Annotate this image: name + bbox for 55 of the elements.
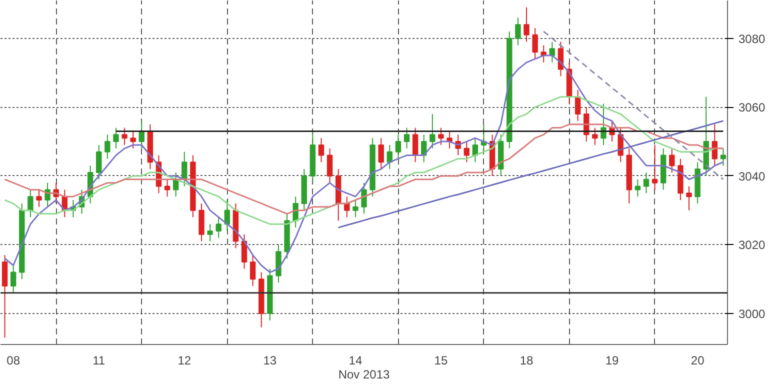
line-series [542, 30, 724, 180]
candlestick [241, 234, 248, 270]
candlestick [464, 141, 470, 163]
x-tick-label: 13 [263, 354, 277, 368]
x-tick-label: 19 [605, 354, 620, 368]
candlestick [395, 134, 402, 160]
candlestick [326, 148, 333, 184]
candlestick [361, 182, 367, 214]
x-tick-label: 20 [690, 354, 705, 368]
candlestick [549, 41, 556, 63]
candlestick [378, 138, 384, 170]
candlestick [532, 28, 538, 60]
candlestick [515, 17, 521, 46]
line-series [338, 120, 724, 228]
candlestick [430, 114, 436, 149]
y-tick-label: 3000 [738, 307, 766, 322]
x-tick-label: 12 [178, 354, 192, 368]
x-tick-label: 18 [520, 354, 534, 368]
candlestick [438, 127, 444, 146]
candlestick [44, 182, 50, 208]
candlestick [634, 178, 641, 198]
candlestick [618, 127, 624, 163]
x-tick-label: 15 [434, 354, 448, 368]
candlestick [10, 264, 16, 294]
candlestick [28, 189, 34, 218]
candlestick [412, 127, 418, 163]
x-axis-title: Nov 2013 [338, 368, 390, 382]
candlestick [352, 200, 358, 218]
y-tick-label: 3080 [738, 32, 766, 46]
candlestick [207, 224, 213, 242]
candlestick [404, 127, 410, 149]
candlestick [318, 138, 324, 163]
candlestick [643, 172, 650, 194]
y-tick-label: 3020 [738, 238, 766, 252]
y-tick-label: 3060 [738, 100, 766, 115]
candlestick [36, 189, 42, 208]
candlestick [113, 127, 119, 149]
candlestick [104, 134, 110, 160]
candlestick [250, 254, 256, 287]
candlestick [669, 148, 675, 173]
x-tick-label: 08 [6, 354, 20, 368]
candlestick [130, 130, 136, 149]
candlestick [96, 144, 102, 180]
candlestick [122, 127, 128, 146]
candlestick [216, 216, 222, 238]
candlestick [574, 89, 581, 122]
candlestick [164, 178, 170, 198]
candlestick [720, 148, 726, 166]
candlestick [652, 144, 658, 190]
y-tick-label: 3040 [738, 169, 766, 184]
x-tick-label: 11 [92, 354, 106, 368]
candlestick [524, 6, 530, 42]
x-tick-label: 14 [348, 354, 362, 368]
candlestick [592, 127, 598, 146]
candlestick [686, 186, 692, 211]
